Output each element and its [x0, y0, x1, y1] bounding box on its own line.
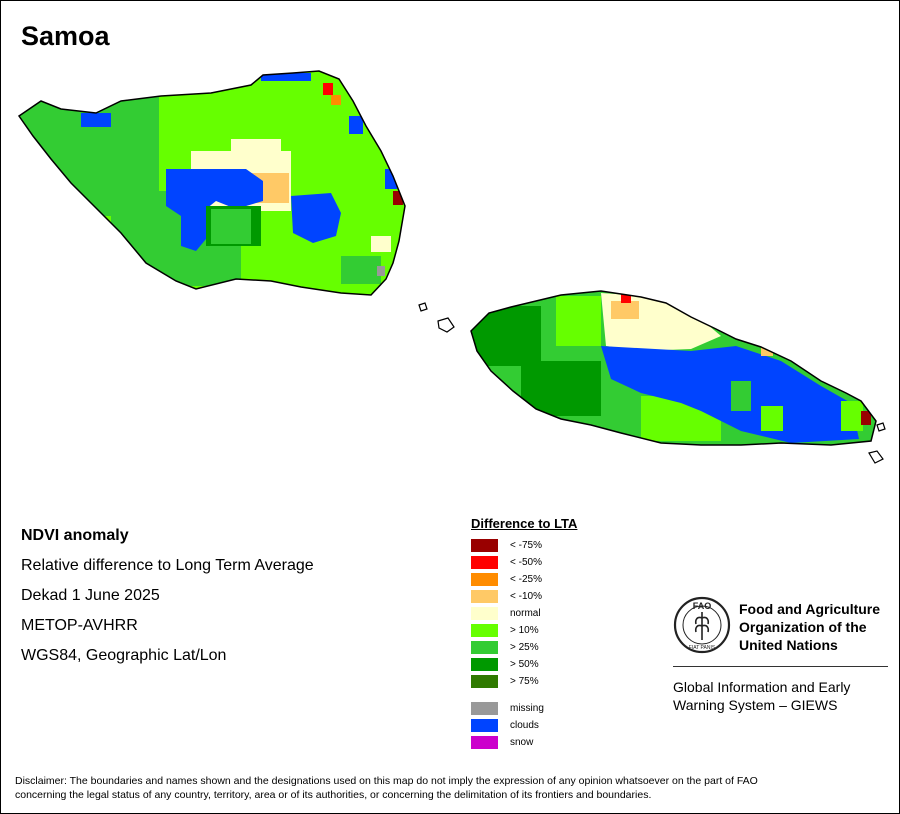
legend-swatch — [471, 736, 498, 749]
legend-swatch — [471, 675, 498, 688]
legend-label: clouds — [510, 720, 539, 731]
savaii-coast-normal — [371, 236, 391, 252]
map-title: Samoa — [21, 21, 110, 51]
fao-organization-name: Food and Agriculture Organization of the… — [739, 600, 899, 654]
upolu-inner-vigorous — [761, 406, 783, 431]
legend-swatch — [471, 573, 498, 586]
upolu-inner-green — [731, 381, 751, 411]
savaii-coast-clouds — [349, 116, 363, 134]
branding-divider — [673, 666, 888, 667]
legend-swatch — [471, 607, 498, 620]
islet-apolima — [418, 302, 428, 312]
legend-label: snow — [510, 737, 534, 748]
fao-emblem-motto: FIAT PANIS — [689, 645, 716, 651]
legend-swatch — [471, 641, 498, 654]
legend-title: Difference to LTA — [471, 516, 578, 531]
islet-manono — [437, 317, 455, 333]
fao-name-line: United Nations — [739, 637, 838, 653]
savaii-cloud-west — [166, 169, 263, 251]
product-name: NDVI anomaly — [21, 527, 129, 544]
legend-label: missing — [510, 703, 544, 714]
map-area — [17, 70, 886, 464]
savaii-north-clouds — [261, 73, 311, 81]
giews-name-line: Warning System – GIEWS — [673, 697, 838, 713]
legend-swatch — [471, 556, 498, 569]
fao-emblem-icon: FAO FIAT PANIS — [673, 596, 731, 654]
legend-item-clouds: clouds — [471, 717, 631, 734]
legend-gap — [471, 690, 631, 700]
legend-label: < -50% — [510, 557, 542, 568]
legend-swatch — [471, 590, 498, 603]
legend-swatch — [471, 719, 498, 732]
legend-item-snow: snow — [471, 734, 631, 751]
legend-label: < -10% — [510, 591, 542, 602]
legend-item: < -10% — [471, 588, 631, 605]
legend-label: < -25% — [510, 574, 542, 585]
upolu-dry-patch — [611, 301, 639, 319]
legend-label: normal — [510, 608, 541, 619]
savaii-coast-darkred — [393, 191, 403, 205]
giews-name-line: Global Information and Early — [673, 679, 851, 695]
savaii-missing — [377, 266, 385, 276]
savaii-cloud-east — [291, 193, 341, 243]
savaii-coast-red — [323, 83, 333, 95]
upolu-east-green — [841, 401, 863, 431]
legend-label: > 50% — [510, 659, 539, 670]
legend: Difference to LTA < -75% < -50% < -25% <… — [471, 516, 631, 751]
product-period: Dekad 1 June 2025 — [21, 587, 160, 604]
upolu-island — [471, 291, 876, 445]
legend-label: > 10% — [510, 625, 539, 636]
fao-emblem-text: FAO — [693, 601, 712, 611]
savaii-southeast-green — [341, 256, 381, 284]
disclaimer: Disclaimer: The boundaries and names sho… — [15, 774, 875, 802]
product-projection: WGS84, Geographic Lat/Lon — [21, 647, 227, 664]
legend-item: < -50% — [471, 554, 631, 571]
legend-swatch — [471, 539, 498, 552]
fao-name-line: Organization of the — [739, 619, 867, 635]
upolu-coastline — [470, 290, 877, 446]
fao-name-line: Food and Agriculture — [739, 601, 881, 617]
map-info: NDVI anomaly Relative difference to Long… — [21, 521, 314, 671]
disclaimer-line: Disclaimer: The boundaries and names sho… — [15, 775, 758, 787]
legend-label: < -75% — [510, 540, 542, 551]
savaii-north-normal — [231, 139, 281, 161]
legend-label: > 75% — [510, 676, 539, 687]
giews-name: Global Information and Early Warning Sys… — [673, 678, 893, 714]
product-sensor: METOP-AVHRR — [21, 617, 138, 634]
upolu-southwest-dense — [521, 361, 601, 416]
legend-item: > 10% — [471, 622, 631, 639]
savaii-coastline — [17, 70, 406, 296]
upolu-clouds — [601, 346, 859, 443]
upolu-coast-red — [621, 293, 631, 303]
legend-swatch — [471, 624, 498, 637]
savaii-west-clouds — [81, 113, 111, 127]
legend-item: > 75% — [471, 673, 631, 690]
upolu-north-vigorous — [556, 296, 601, 346]
legend-item: < -25% — [471, 571, 631, 588]
legend-swatch — [471, 658, 498, 671]
legend-item-missing: missing — [471, 700, 631, 717]
legend-item: < -75% — [471, 537, 631, 554]
product-description: Relative difference to Long Term Average — [21, 557, 314, 574]
savaii-central-dense — [211, 209, 251, 244]
islet-nuutele — [876, 422, 886, 432]
legend-item: normal — [471, 605, 631, 622]
islet-east — [868, 450, 884, 464]
upolu-east-darkred — [861, 411, 871, 425]
legend-item: > 50% — [471, 656, 631, 673]
upolu-coast-dry — [761, 346, 773, 356]
disclaimer-line: concerning the legal status of any count… — [15, 789, 652, 801]
savaii-coast-orange — [331, 95, 341, 105]
legend-swatch — [471, 702, 498, 715]
legend-label: > 25% — [510, 642, 539, 653]
legend-item: > 25% — [471, 639, 631, 656]
islets — [418, 302, 886, 464]
